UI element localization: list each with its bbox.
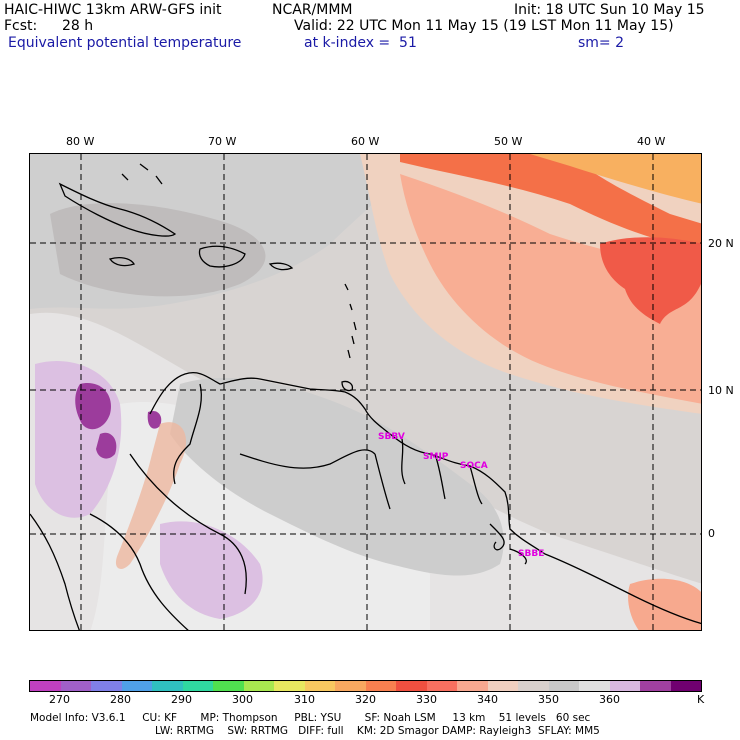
lat-label-equator: 0 [708, 527, 715, 540]
colorbar-tick: 300 [232, 693, 253, 706]
station-sbbe: SBBE [518, 549, 545, 559]
colorbar-swatch [396, 681, 427, 691]
colorbar-tick: 360 [599, 693, 620, 706]
colorbar-swatch [213, 681, 244, 691]
colorbar-swatch [182, 681, 213, 691]
colorbar-swatch [579, 681, 610, 691]
colorbar-swatch [518, 681, 549, 691]
colorbar-swatch [457, 681, 488, 691]
colorbar-swatch [670, 681, 701, 691]
colorbar-swatch [487, 681, 518, 691]
colorbar-unit: K [697, 693, 705, 706]
colorbar-tick: 340 [477, 693, 498, 706]
colorbar-swatch [426, 681, 457, 691]
theta-e-field [30, 154, 701, 630]
lon-label-60w: 60 W [351, 135, 380, 148]
model-info-line1: Model Info: V3.6.1 CU: KF MP: Thompson P… [30, 712, 591, 724]
level-index: at k-index = 51 [304, 35, 417, 51]
valid-time: Valid: 22 UTC Mon 11 May 15 (19 LST Mon … [294, 18, 674, 34]
init-time: Init: 18 UTC Sun 10 May 15 [514, 2, 705, 18]
colorbar-tick: 270 [49, 693, 70, 706]
colorbar-tick: 330 [416, 693, 437, 706]
colorbar-swatch [91, 681, 122, 691]
lat-label-10n: 10 N [708, 384, 734, 397]
station-sbbv: SBBV [378, 432, 405, 442]
lon-label-40w: 40 W [637, 135, 666, 148]
colorbar-swatch [30, 681, 61, 691]
lon-label-70w: 70 W [208, 135, 237, 148]
station-smjp: SMJP [423, 452, 449, 462]
model-info-line2: LW: RRTMG SW: RRTMG DIFF: full KM: 2D Sm… [155, 725, 600, 737]
smoothing-label: sm= 2 [578, 35, 625, 51]
colorbar-swatch [365, 681, 396, 691]
colorbar-swatch [335, 681, 366, 691]
lon-label-50w: 50 W [494, 135, 523, 148]
colorbar-tick: 310 [294, 693, 315, 706]
colorbar-tick: 280 [110, 693, 131, 706]
lat-label-20n: 20 N [708, 237, 734, 250]
colorbar-swatch [548, 681, 579, 691]
lon-label-80w: 80 W [66, 135, 95, 148]
colorbar-swatch [121, 681, 152, 691]
field-name: Equivalent potential temperature [8, 35, 242, 51]
colorbar-tick: 320 [355, 693, 376, 706]
colorbar-swatch [304, 681, 335, 691]
station-soca: SOCA [460, 461, 488, 471]
colorbar [29, 680, 702, 692]
organization-label: NCAR/MMM [272, 2, 353, 18]
map-panel: SBBV SMJP SOCA SBBE [29, 153, 702, 631]
forecast-hour-value: 28 h [62, 18, 94, 34]
forecast-hour-label: Fcst: [4, 18, 38, 34]
colorbar-swatch [60, 681, 91, 691]
colorbar-swatch [274, 681, 305, 691]
colorbar-swatch [609, 681, 640, 691]
colorbar-tick: 350 [538, 693, 559, 706]
colorbar-swatch [640, 681, 671, 691]
colorbar-tick: 290 [171, 693, 192, 706]
colorbar-swatch [243, 681, 274, 691]
model-title: HAIC-HIWC 13km ARW-GFS init [4, 2, 222, 18]
colorbar-swatch [152, 681, 183, 691]
